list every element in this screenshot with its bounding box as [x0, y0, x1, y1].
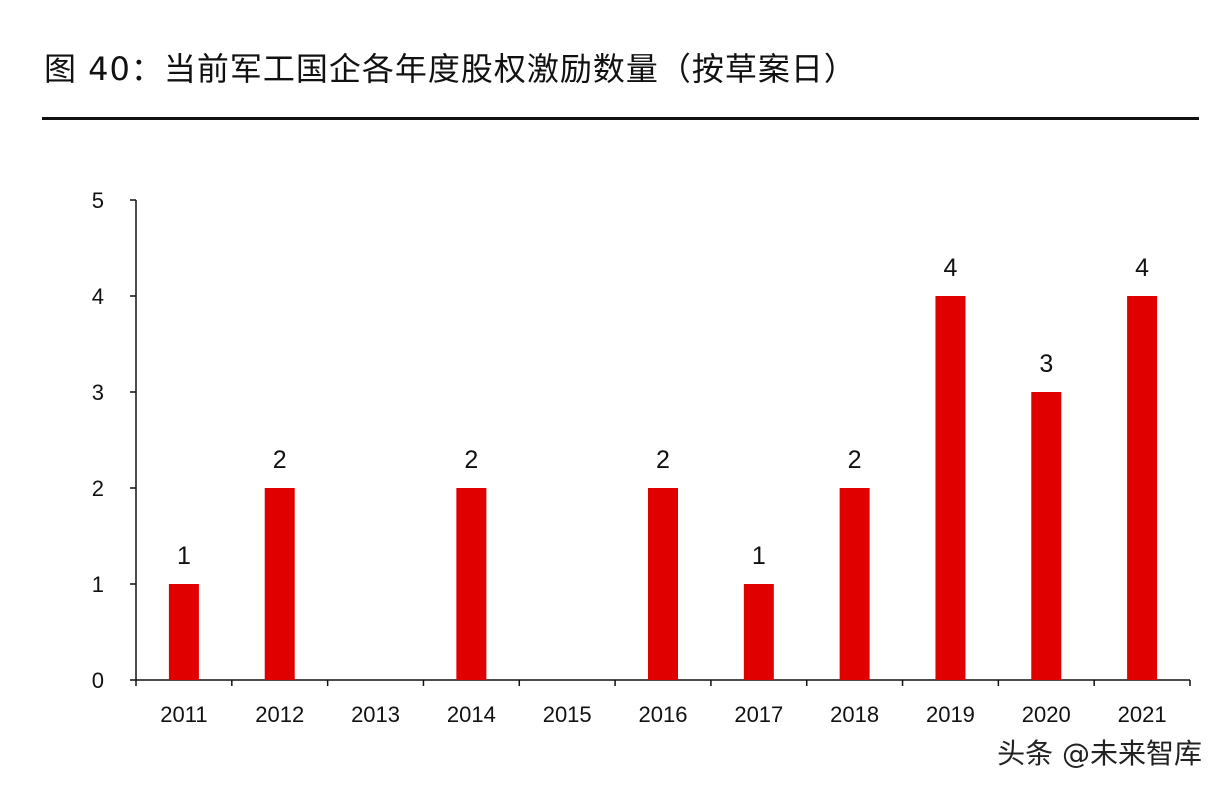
- x-tick-label: 2018: [830, 702, 879, 727]
- y-tick-label: 2: [92, 476, 104, 501]
- data-label: 2: [656, 446, 670, 474]
- bar: [264, 488, 295, 680]
- x-tick-label: 2011: [160, 702, 207, 727]
- y-tick-label: 5: [92, 188, 104, 213]
- data-label: 2: [848, 446, 862, 474]
- data-label: 3: [1039, 350, 1053, 378]
- x-tick-label: 2020: [1022, 702, 1071, 727]
- data-label: 2: [273, 446, 287, 474]
- bar: [648, 488, 678, 680]
- watermark: 头条 @未来智库: [997, 737, 1202, 770]
- y-tick-label: 1: [92, 572, 104, 597]
- title-rule: [42, 117, 1199, 120]
- y-tick-label: 0: [92, 668, 104, 693]
- y-tick-label: 4: [92, 284, 104, 309]
- data-label: 4: [944, 254, 958, 282]
- chart-header: 图 40：当前军工国企各年度股权激励数量（按草案日）: [44, 42, 1194, 92]
- bar: [168, 584, 199, 680]
- x-tick-label: 2012: [255, 702, 304, 727]
- x-tick-label: 2013: [351, 702, 400, 727]
- data-label: 1: [177, 542, 191, 570]
- y-tick-label: 3: [92, 380, 104, 405]
- data-label: 2: [464, 446, 478, 474]
- figure-title: 图 40：当前军工国企各年度股权激励数量（按草案日）: [44, 50, 857, 88]
- x-tick-label: 2016: [639, 702, 688, 727]
- bar: [1031, 392, 1062, 680]
- x-tick-label: 2017: [734, 702, 783, 727]
- x-tick-label: 2014: [447, 702, 496, 727]
- x-tick-label: 2021: [1118, 702, 1167, 727]
- x-tick-label: 2019: [926, 702, 975, 727]
- data-label: 1: [752, 542, 766, 570]
- data-label: 4: [1135, 254, 1149, 282]
- bar: [1127, 296, 1158, 680]
- bar: [743, 584, 774, 680]
- x-tick-label: 2015: [543, 702, 592, 727]
- bar: [935, 296, 966, 680]
- bar: [456, 488, 487, 680]
- bar: [839, 488, 870, 680]
